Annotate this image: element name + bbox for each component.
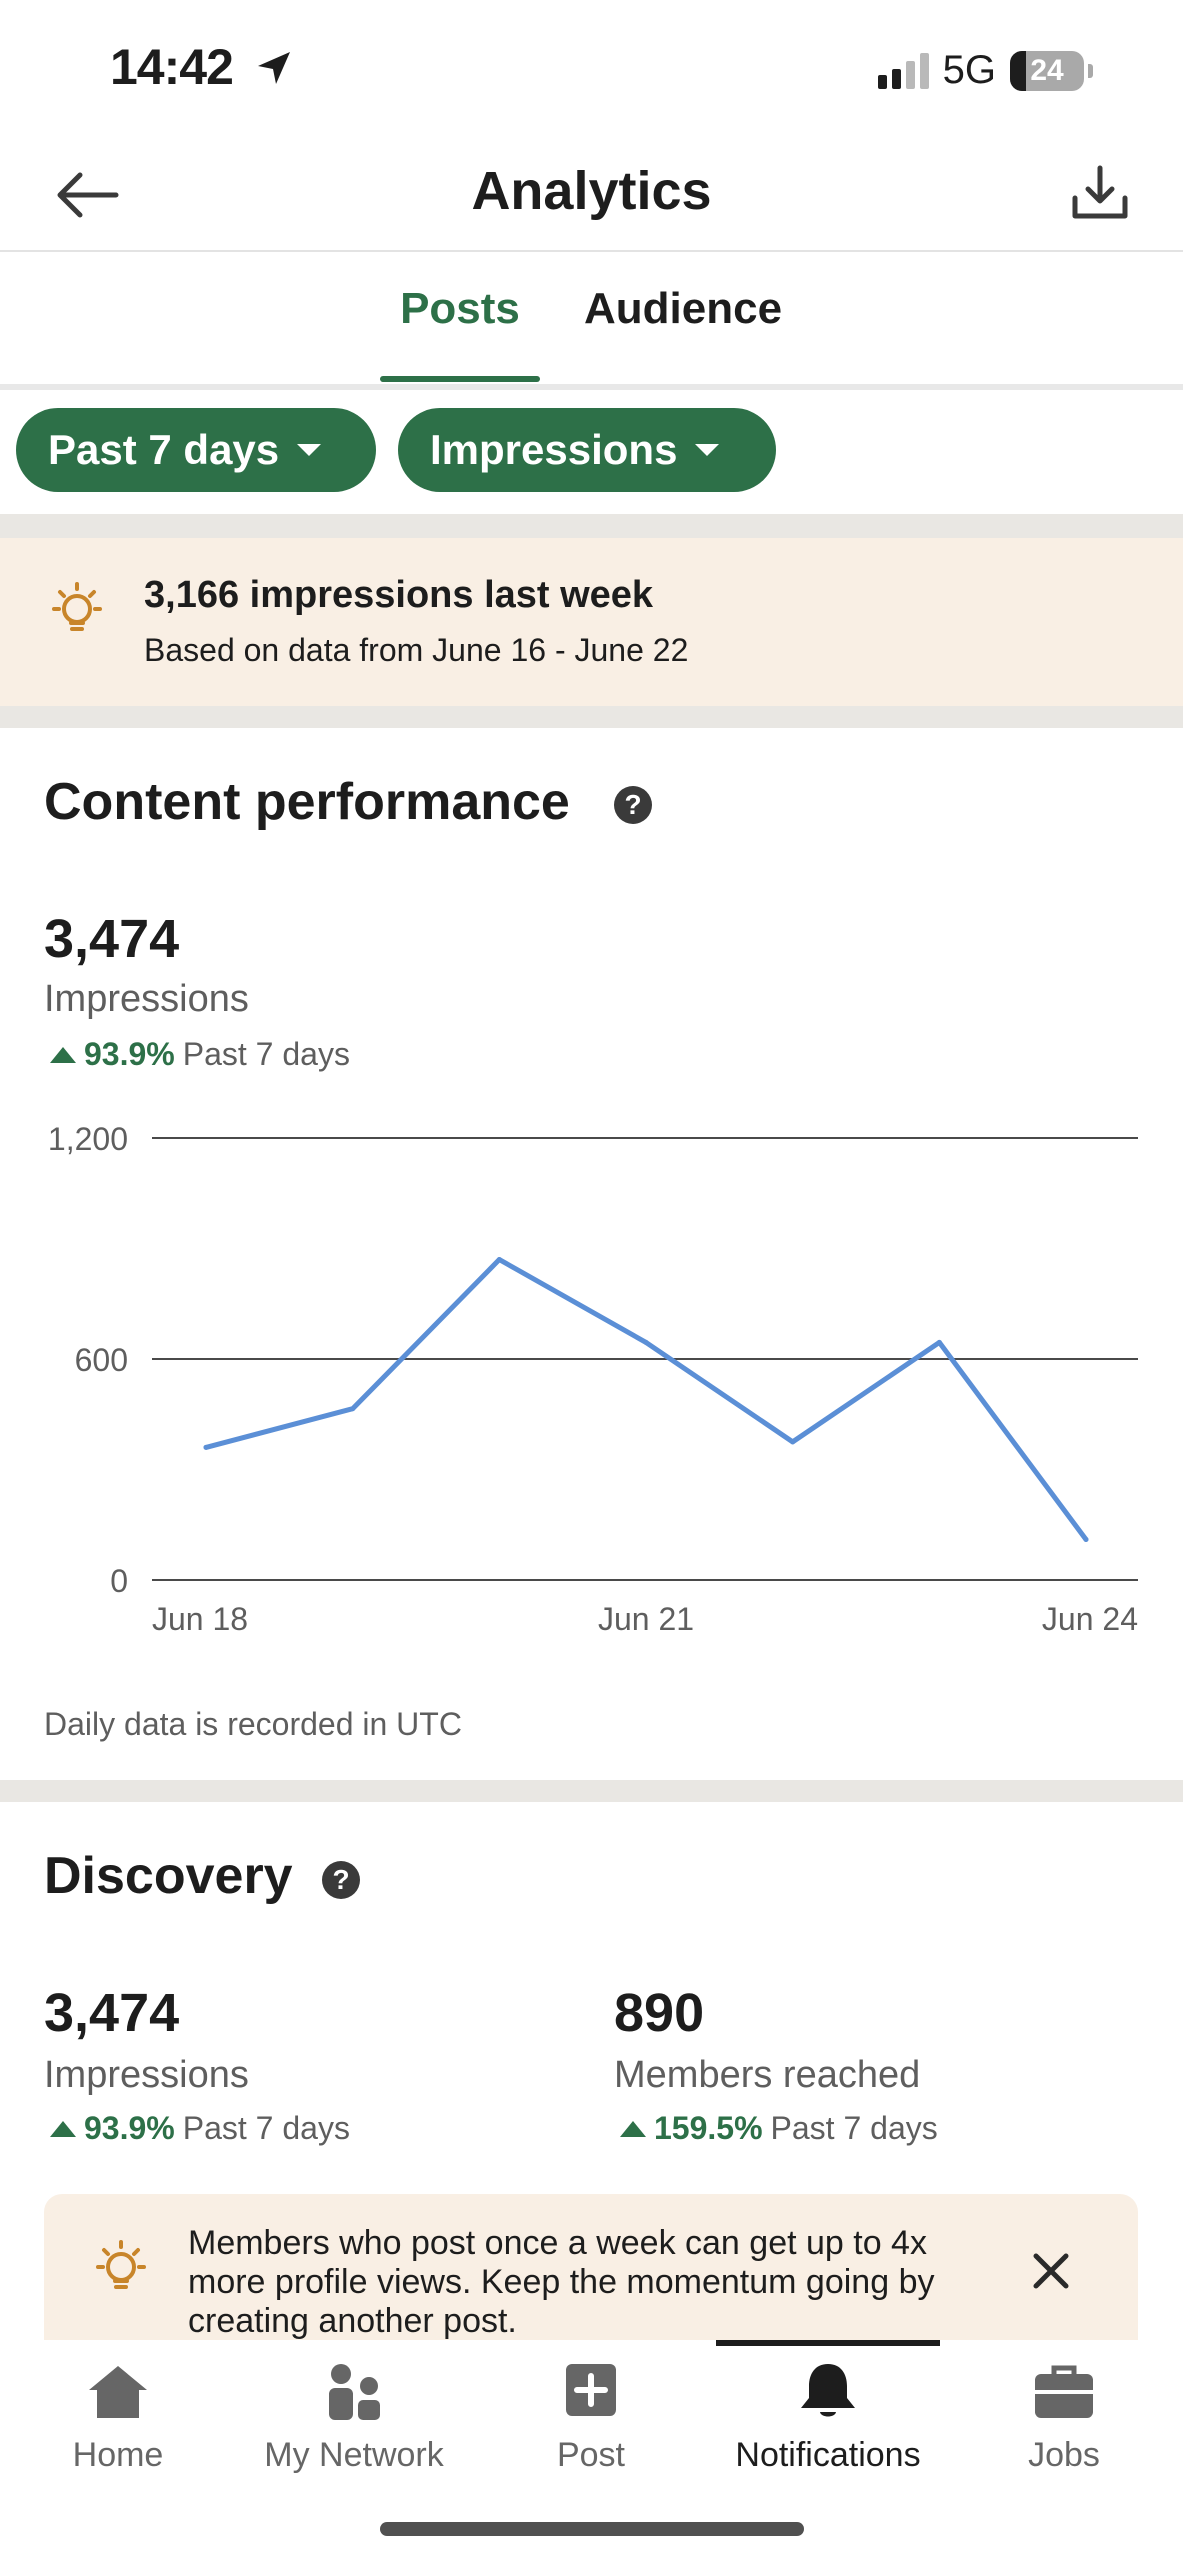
post-icon bbox=[566, 2364, 616, 2416]
bell-icon bbox=[801, 2364, 855, 2417]
page-title: Analytics bbox=[471, 161, 712, 221]
x-tick-label: Jun 24 bbox=[1042, 1601, 1138, 1637]
metric-filter-label: Impressions bbox=[430, 426, 678, 473]
period-filter-dropdown[interactable]: Past 7 days bbox=[16, 408, 376, 492]
nav-my-network[interactable]: My Network bbox=[236, 2360, 472, 2475]
cellular-signal-icon bbox=[877, 52, 929, 89]
network-type: 5G bbox=[942, 48, 996, 92]
discovery-impressions-label: Impressions bbox=[44, 2054, 249, 2096]
discovery-impressions-delta: 93.9% Past 7 days bbox=[50, 2110, 350, 2147]
data-point bbox=[790, 1439, 796, 1445]
data-point bbox=[496, 1257, 502, 1263]
tab-audience[interactable]: Audience bbox=[584, 284, 783, 333]
y-tick-label: 600 bbox=[75, 1342, 128, 1378]
x-tick-label: Jun 18 bbox=[152, 1601, 248, 1637]
nav-label: Home bbox=[72, 2436, 164, 2474]
location-arrow-icon bbox=[258, 52, 290, 84]
nav-post[interactable]: Post bbox=[473, 2360, 709, 2475]
data-point bbox=[643, 1339, 649, 1345]
section-divider bbox=[0, 1780, 1183, 1802]
y-tick-label: 1,200 bbox=[48, 1121, 128, 1157]
nav-label: Notifications bbox=[735, 2436, 921, 2474]
section-divider bbox=[0, 514, 1183, 538]
nav-home[interactable]: Home bbox=[0, 2360, 236, 2475]
data-point bbox=[1083, 1536, 1089, 1542]
members-reached-value: 890 bbox=[614, 1983, 705, 2043]
nav-label: Post bbox=[556, 2436, 626, 2474]
chevron-down-icon bbox=[695, 444, 720, 456]
help-icon[interactable]: ? bbox=[614, 786, 652, 824]
status-time: 14:42 bbox=[110, 39, 234, 95]
nav-label: Jobs bbox=[1028, 2436, 1100, 2474]
analytics-tabs: Posts Audience bbox=[0, 252, 1183, 390]
y-tick-label: 0 bbox=[110, 1563, 128, 1599]
period-filter-label: Past 7 days bbox=[48, 426, 280, 473]
insight-title: 3,166 impressions last week bbox=[144, 574, 654, 616]
active-tab-indicator bbox=[380, 376, 540, 382]
tab-posts[interactable]: Posts bbox=[400, 284, 520, 333]
nav-label: My Network bbox=[264, 2436, 444, 2474]
briefcase-icon bbox=[1035, 2365, 1093, 2418]
members-reached-delta: 159.5% Past 7 days bbox=[620, 2110, 938, 2147]
impressions-label: Impressions bbox=[44, 978, 249, 1020]
home-icon bbox=[89, 2366, 147, 2418]
delta-period: Past 7 days bbox=[182, 1036, 350, 1072]
x-tick-label: Jun 21 bbox=[598, 1601, 694, 1637]
content-performance-title: Content performance bbox=[44, 773, 570, 831]
trend-up-icon bbox=[50, 1046, 76, 1063]
section-divider bbox=[0, 706, 1183, 728]
battery-icon: 24 bbox=[1010, 50, 1084, 91]
impressions-value: 3,474 bbox=[44, 909, 180, 969]
trend-up-icon bbox=[50, 2120, 76, 2137]
network-icon bbox=[329, 2364, 380, 2420]
nav-notifications[interactable]: Notifications bbox=[710, 2360, 946, 2475]
chart-footnote: Daily data is recorded in UTC bbox=[44, 1706, 462, 1742]
discovery-title: Discovery bbox=[44, 1847, 293, 1905]
data-point bbox=[350, 1406, 356, 1412]
delta-period: Past 7 days bbox=[182, 2110, 350, 2146]
delta-percent: 93.9% bbox=[84, 2110, 175, 2146]
help-icon[interactable]: ? bbox=[322, 1861, 360, 1899]
impressions-line-chart: 0 600 1,200 Jun 18 Jun 21 Jun 24 bbox=[48, 1121, 1138, 1637]
data-point bbox=[203, 1444, 209, 1450]
close-icon[interactable] bbox=[1024, 2244, 1078, 2298]
tip-text: Members who post once a week can get up … bbox=[188, 2224, 935, 2340]
data-point bbox=[936, 1339, 942, 1345]
back-arrow-icon[interactable] bbox=[52, 165, 122, 225]
lightbulb-icon bbox=[96, 2240, 146, 2289]
metric-filter-dropdown[interactable]: Impressions bbox=[398, 408, 776, 492]
download-icon[interactable] bbox=[1069, 162, 1131, 224]
discovery-impressions-value: 3,474 bbox=[44, 1983, 180, 2043]
series-line bbox=[203, 1257, 1089, 1542]
app-header: Analytics bbox=[0, 140, 1183, 252]
battery-level: 24 bbox=[1030, 53, 1064, 87]
insight-subtitle: Based on data from June 16 - June 22 bbox=[144, 632, 689, 668]
chevron-down-icon bbox=[297, 444, 322, 456]
lightbulb-icon bbox=[52, 582, 102, 631]
status-indicators: 5G 24 bbox=[877, 48, 1093, 93]
home-indicator bbox=[380, 2522, 804, 2536]
insight-banner: 3,166 impressions last week Based on dat… bbox=[0, 538, 1183, 706]
nav-jobs[interactable]: Jobs bbox=[946, 2360, 1182, 2475]
delta-percent: 159.5% bbox=[654, 2110, 763, 2146]
active-nav-indicator bbox=[716, 2340, 940, 2346]
trend-up-icon bbox=[620, 2120, 646, 2137]
delta-percent: 93.9% bbox=[84, 1036, 175, 1072]
members-reached-label: Members reached bbox=[614, 2054, 921, 2096]
delta-period: Past 7 days bbox=[770, 2110, 938, 2146]
impressions-delta: 93.9% Past 7 days bbox=[50, 1036, 350, 1073]
